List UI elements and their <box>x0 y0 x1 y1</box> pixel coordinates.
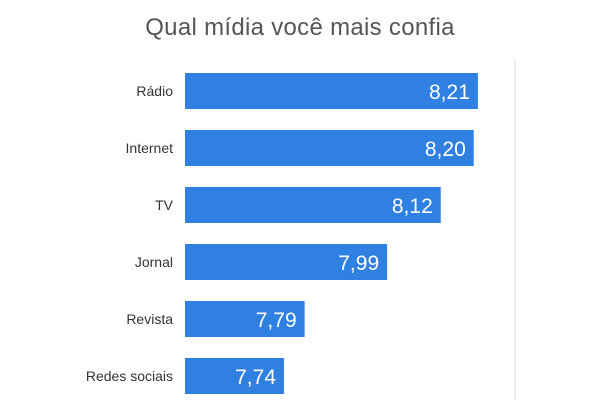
category-label: Redes sociais <box>86 368 173 384</box>
data-label: 7,79 <box>256 309 297 332</box>
category-label: Internet <box>126 140 174 156</box>
data-label: 8,21 <box>429 81 470 104</box>
bar <box>185 130 474 166</box>
bar <box>185 301 305 337</box>
bar <box>185 187 441 223</box>
data-label: 8,20 <box>425 138 466 161</box>
bar <box>185 244 388 280</box>
category-label: Rádio <box>136 83 173 99</box>
bar <box>185 358 284 394</box>
chart-title: Qual mídia você mais confia <box>145 14 455 41</box>
category-label: TV <box>155 197 174 213</box>
data-label: 7,74 <box>235 366 276 389</box>
category-label: Jornal <box>135 254 173 270</box>
data-label: 7,99 <box>338 252 379 275</box>
category-label: Revista <box>126 311 173 327</box>
bars-layer: Rádio 8,21 Internet 8,20 TV 8,12 Jornal 7,99 Rev… <box>86 73 478 394</box>
bar <box>185 73 478 109</box>
data-label: 8,12 <box>392 195 433 218</box>
